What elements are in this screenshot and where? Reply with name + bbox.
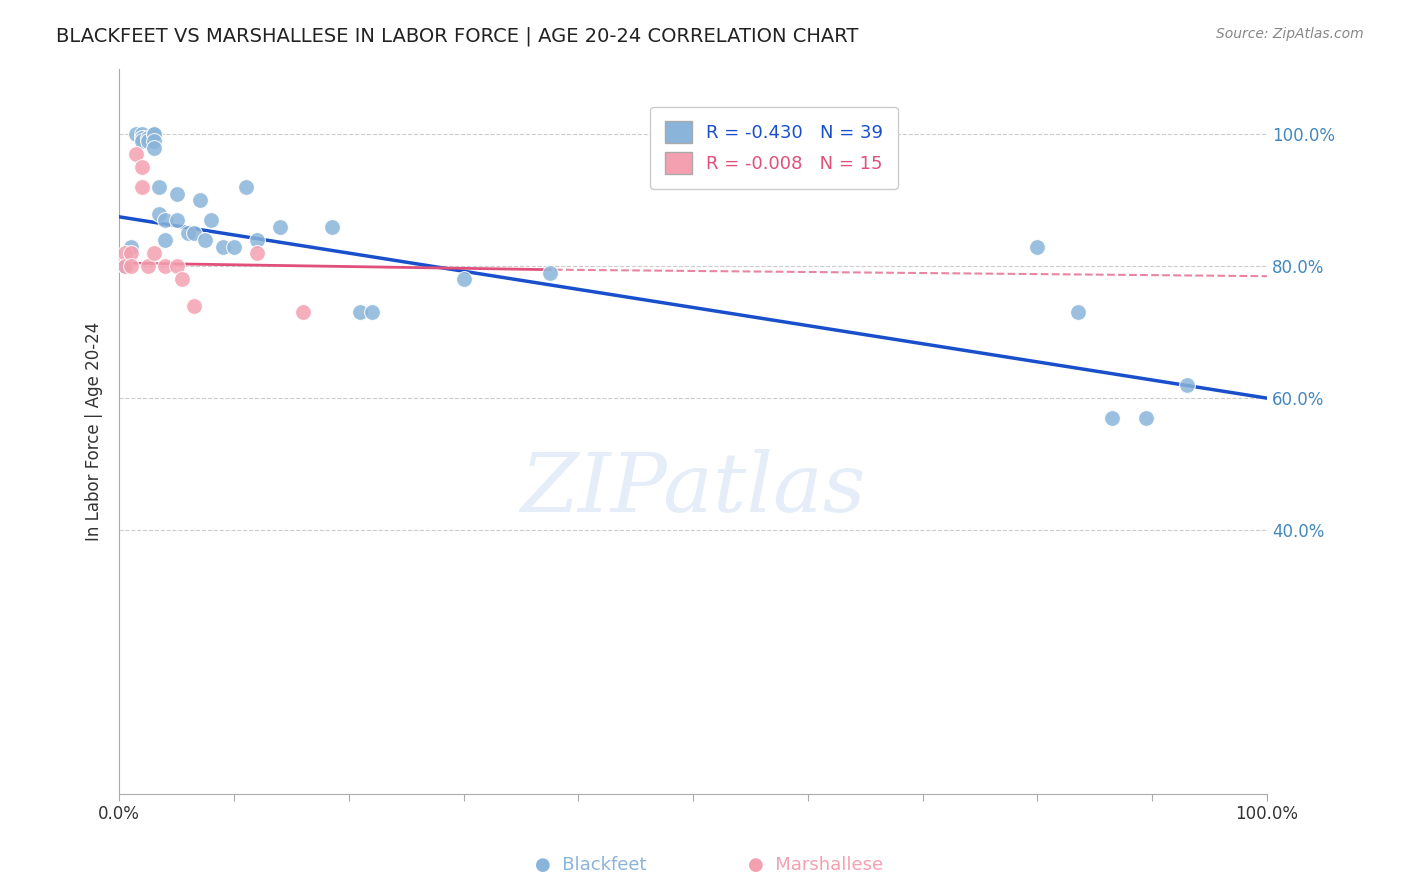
Legend: R = -0.430   N = 39, R = -0.008   N = 15: R = -0.430 N = 39, R = -0.008 N = 15: [651, 106, 898, 188]
Point: [131, 180, 153, 194]
Point: [166, 213, 188, 227]
Point: [131, 161, 153, 175]
Point: [538, 266, 561, 280]
Point: [142, 134, 165, 148]
Point: [125, 147, 148, 161]
Point: [222, 239, 245, 253]
Point: [269, 219, 291, 234]
Point: [349, 305, 371, 319]
Text: ●  Marshallese: ● Marshallese: [748, 855, 883, 873]
Text: ZIPatlas: ZIPatlas: [520, 449, 866, 529]
Point: [125, 128, 148, 142]
Point: [131, 130, 153, 145]
Point: [246, 233, 269, 247]
Point: [153, 260, 176, 274]
Point: [120, 239, 142, 253]
Point: [235, 180, 257, 194]
Point: [120, 260, 142, 274]
Point: [453, 272, 475, 286]
Point: [1026, 239, 1049, 253]
Point: [142, 141, 165, 155]
Point: [321, 219, 343, 234]
Point: [131, 128, 153, 142]
Point: [120, 246, 142, 260]
Point: [142, 246, 165, 260]
Point: [1175, 378, 1198, 392]
Point: [1101, 411, 1123, 425]
Point: [194, 233, 217, 247]
Point: [291, 305, 314, 319]
Point: [211, 239, 233, 253]
Point: [114, 260, 136, 274]
Text: Source: ZipAtlas.com: Source: ZipAtlas.com: [1216, 27, 1364, 41]
Point: [136, 134, 159, 148]
Text: ●  Blackfeet: ● Blackfeet: [534, 855, 647, 873]
Point: [148, 180, 170, 194]
Point: [148, 206, 170, 220]
Point: [177, 227, 200, 241]
Point: [183, 227, 205, 241]
Y-axis label: In Labor Force | Age 20-24: In Labor Force | Age 20-24: [86, 321, 103, 541]
Point: [1066, 305, 1088, 319]
Point: [131, 130, 153, 145]
Point: [246, 246, 269, 260]
Point: [114, 260, 136, 274]
Point: [142, 128, 165, 142]
Point: [188, 194, 211, 208]
Point: [114, 246, 136, 260]
Point: [1135, 411, 1157, 425]
Point: [153, 213, 176, 227]
Point: [166, 260, 188, 274]
Point: [142, 128, 165, 142]
Point: [183, 299, 205, 313]
Point: [136, 260, 159, 274]
Text: BLACKFEET VS MARSHALLESE IN LABOR FORCE | AGE 20-24 CORRELATION CHART: BLACKFEET VS MARSHALLESE IN LABOR FORCE …: [56, 27, 859, 46]
Point: [172, 272, 194, 286]
Point: [360, 305, 382, 319]
Point: [136, 130, 159, 145]
Point: [153, 233, 176, 247]
Point: [166, 186, 188, 201]
Point: [200, 213, 222, 227]
Point: [131, 134, 153, 148]
